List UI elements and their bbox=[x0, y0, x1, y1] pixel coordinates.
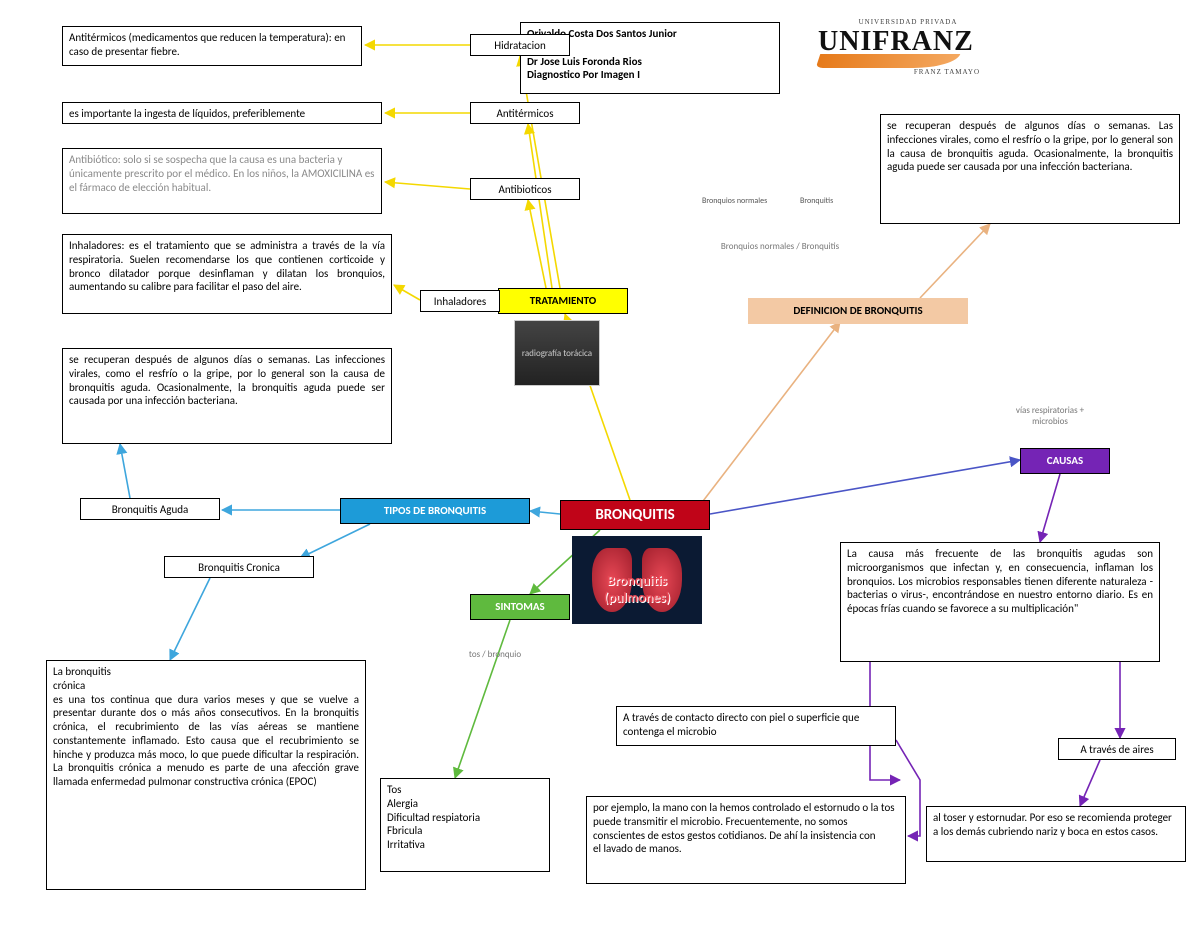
box-antibioticos: Antibioticos bbox=[470, 178, 580, 200]
image-lungs: Bronquitis (pulmones) bbox=[572, 536, 702, 624]
box-contacto-ej: por ejemplo, la mano con la hemos contro… bbox=[586, 796, 906, 884]
box-antitermicos: Antitérmicos bbox=[470, 102, 580, 124]
unifranz-logo: UNIVERSIDAD PRIVADA UNIFRANZ FRANZ TAMAY… bbox=[818, 18, 998, 76]
logo-subtop: UNIVERSIDAD PRIVADA bbox=[818, 18, 998, 26]
image-xray: radiografía torácica bbox=[514, 320, 600, 386]
logo-subbottom: FRANZ TAMAYO bbox=[818, 68, 980, 76]
box-cronica-desc: La bronquitis crónica es una tos continu… bbox=[46, 660, 366, 890]
image-causas: vías respiratorias + microbios bbox=[1010, 386, 1090, 446]
box-aires: A través de aires bbox=[1058, 738, 1176, 760]
box-aguda: Bronquitis Aguda bbox=[80, 498, 220, 520]
branch-definicion: DEFINICION DE BRONQUITIS bbox=[748, 298, 968, 324]
box-aguda-desc: se recuperan después de algunos días o s… bbox=[62, 348, 392, 444]
header-box: Orivaldo Costa Dos Santos Junior Paralel… bbox=[520, 22, 780, 94]
box-sintomas-list: Tos Alergia Dificultad respiatoria Fbric… bbox=[380, 778, 550, 872]
box-cronica: Bronquitis Cronica bbox=[164, 556, 314, 578]
logo-swoosh bbox=[816, 54, 961, 68]
lungs-caption: Bronquitis (pulmones) bbox=[574, 572, 700, 606]
box-definicion-text: se recuperan después de algunos días o s… bbox=[880, 114, 1180, 224]
box-liquidos: es importante la ingesta de líquidos, pr… bbox=[62, 102, 382, 124]
branch-sintomas: SINTOMAS bbox=[470, 594, 570, 620]
label-bronquitis: Bronquitis bbox=[800, 196, 833, 206]
header-line: Diagnostico Por Imagen I bbox=[527, 68, 773, 82]
branch-tratamiento: TRATAMIENTO bbox=[498, 288, 628, 314]
image-bronqui-compare: Bronquios normales / Bronquitis bbox=[700, 206, 860, 286]
box-aires-ej: al toser y estornudar. Por eso se recomi… bbox=[926, 806, 1186, 862]
central-node: BRONQUITIS bbox=[560, 500, 710, 530]
box-antitermicos-desc: Antitérmicos (medicamentos que reducen l… bbox=[62, 26, 362, 66]
box-inhaladores: Inhaladores bbox=[420, 290, 500, 312]
box-hidratacion: Hidratacion bbox=[470, 34, 570, 56]
box-contacto: A través de contacto directo con piel o … bbox=[616, 706, 896, 746]
header-line: Dr Jose Luis Foronda Rios bbox=[527, 55, 773, 69]
box-causas-text: La causa más frecuente de las bronquitis… bbox=[840, 542, 1160, 662]
box-antibiotico-desc: Antibiótico: solo si se sospecha que la … bbox=[62, 148, 382, 214]
image-sintomas: tos / bronquio bbox=[440, 624, 550, 684]
label-bronqui-normales: Bronquios normales bbox=[702, 196, 767, 206]
box-inhaladores-desc: Inhaladores: es el tratamiento que se ad… bbox=[62, 234, 392, 314]
branch-tipos: TIPOS DE BRONQUITIS bbox=[340, 498, 530, 524]
branch-causas: CAUSAS bbox=[1020, 448, 1110, 474]
